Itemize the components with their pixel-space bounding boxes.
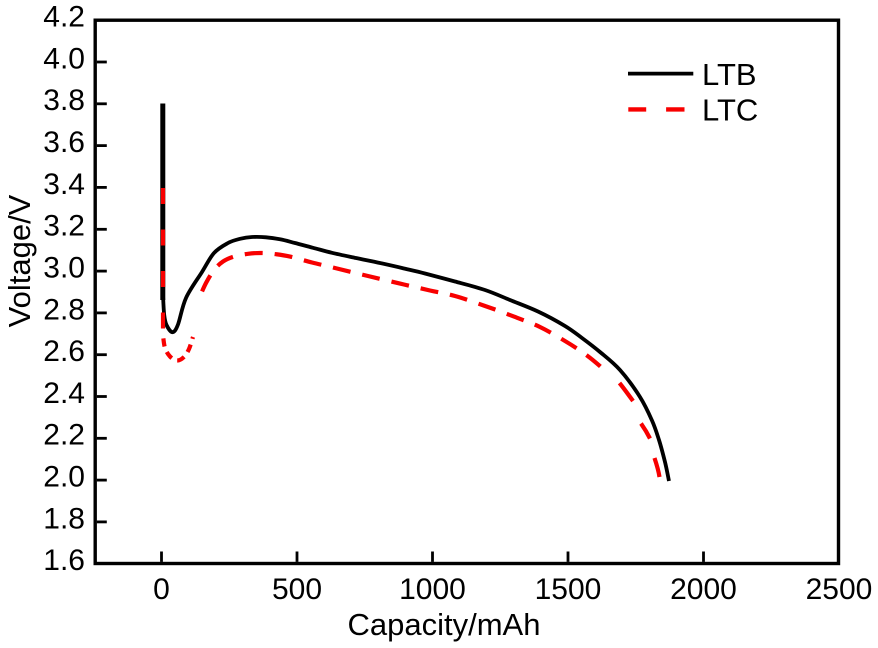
svg-text:LTC: LTC	[702, 93, 758, 128]
svg-text:1000: 1000	[399, 573, 466, 606]
svg-text:500: 500	[272, 573, 322, 606]
svg-text:Capacity/mAh: Capacity/mAh	[348, 607, 541, 642]
svg-text:3.8: 3.8	[43, 84, 85, 117]
svg-text:1.6: 1.6	[43, 544, 85, 577]
svg-text:2.0: 2.0	[43, 461, 85, 494]
svg-text:2.4: 2.4	[43, 377, 85, 410]
svg-text:2.2: 2.2	[43, 419, 85, 452]
svg-text:4.2: 4.2	[43, 1, 85, 34]
svg-text:1500: 1500	[535, 573, 602, 606]
svg-text:3.4: 3.4	[43, 168, 85, 201]
svg-text:3.2: 3.2	[43, 210, 85, 243]
svg-text:3.0: 3.0	[43, 252, 85, 285]
svg-text:0: 0	[153, 573, 170, 606]
svg-text:LTB: LTB	[702, 57, 757, 92]
svg-text:4.0: 4.0	[43, 42, 85, 75]
svg-text:Voltage/V: Voltage/V	[2, 194, 37, 327]
svg-text:2500: 2500	[806, 573, 873, 606]
svg-text:2.8: 2.8	[43, 293, 85, 326]
svg-text:2000: 2000	[670, 573, 737, 606]
svg-text:1.8: 1.8	[43, 502, 85, 535]
svg-text:3.6: 3.6	[43, 126, 85, 159]
svg-text:2.6: 2.6	[43, 335, 85, 368]
